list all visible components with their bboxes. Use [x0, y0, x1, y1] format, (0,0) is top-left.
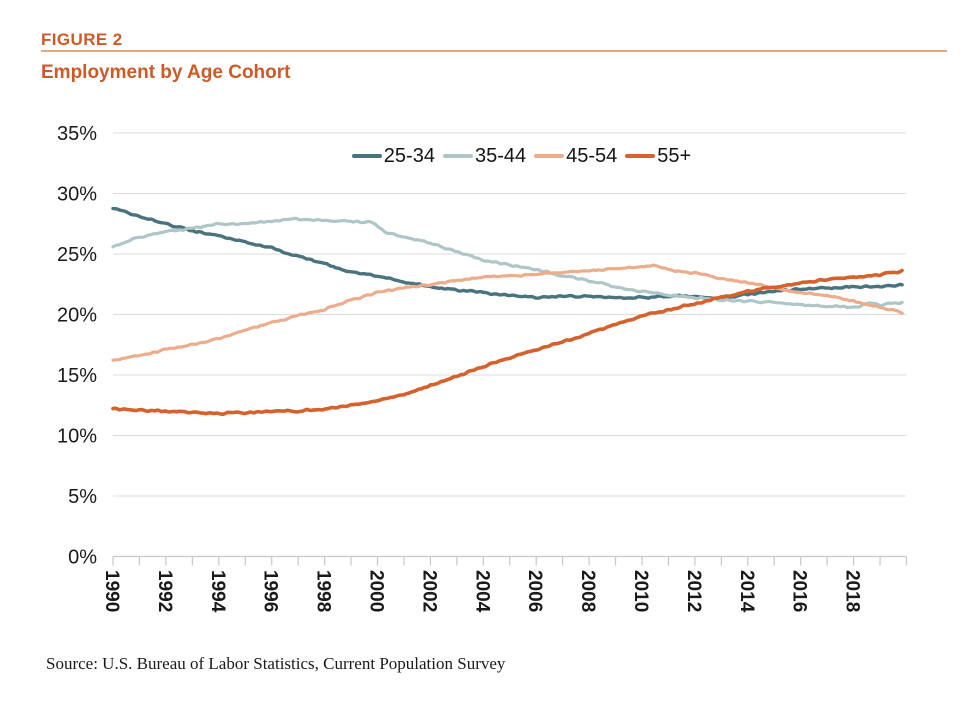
series-line-25-34 — [111, 206, 904, 301]
legend-label-25-34: 25-34 — [383, 144, 435, 167]
x-tick-label-2016: 2016 — [789, 570, 810, 612]
series-line-55+ — [111, 268, 904, 417]
chart-title: Employment by Age Cohort — [41, 62, 291, 83]
x-tick-label-2002: 2002 — [418, 570, 439, 612]
header-divider — [41, 50, 947, 52]
y-tick-label-0: 0% — [68, 547, 97, 569]
chart-legend: 25-34 35-44 45-54 55+ — [113, 144, 906, 168]
y-tick-label-30: 30% — [57, 184, 97, 206]
x-tick-label-2000: 2000 — [366, 570, 387, 612]
legend-swatch-45-54 — [534, 153, 565, 159]
y-tick-label-20: 20% — [57, 305, 97, 327]
figure-label: FIGURE 2 — [41, 30, 123, 49]
legend-item-55-plus: 55+ — [625, 145, 691, 168]
series-line-35-44 — [111, 216, 904, 309]
x-tick-label-2018: 2018 — [842, 570, 863, 612]
legend-label-35-44: 35-44 — [474, 144, 527, 167]
y-tick-label-35: 35% — [57, 123, 97, 145]
x-tick-label-2014: 2014 — [736, 570, 757, 613]
x-tick-label-1992: 1992 — [154, 570, 175, 612]
x-tick-label-1990: 1990 — [101, 570, 122, 612]
legend-item-35-44: 35-44 — [442, 144, 527, 168]
x-tick-label-2006: 2006 — [524, 570, 545, 612]
x-tick-label-1994: 1994 — [207, 570, 228, 613]
series-line-45-54 — [111, 263, 904, 362]
legend-label-45-54: 45-54 — [566, 144, 618, 167]
x-tick-label-2008: 2008 — [577, 570, 598, 612]
legend-label-55-plus: 55+ — [657, 144, 692, 167]
x-tick-label-2010: 2010 — [630, 570, 651, 612]
x-tick-label-1996: 1996 — [260, 570, 281, 612]
y-tick-label-10: 10% — [57, 426, 97, 448]
y-tick-label-25: 25% — [57, 244, 97, 266]
legend-item-45-54: 45-54 — [534, 145, 617, 168]
legend-swatch-25-34 — [351, 153, 382, 159]
source-note: Source: U.S. Bureau of Labor Statistics,… — [46, 654, 506, 673]
x-tick-label-2004: 2004 — [471, 570, 492, 613]
legend-item-25-34: 25-34 — [351, 144, 435, 168]
y-tick-label-5: 5% — [68, 486, 97, 508]
legend-swatch-55-plus — [625, 153, 656, 159]
legend-swatch-35-44 — [442, 153, 473, 159]
x-tick-label-1998: 1998 — [313, 570, 334, 612]
y-tick-label-15: 15% — [57, 365, 97, 387]
x-tick-label-2012: 2012 — [683, 570, 704, 612]
